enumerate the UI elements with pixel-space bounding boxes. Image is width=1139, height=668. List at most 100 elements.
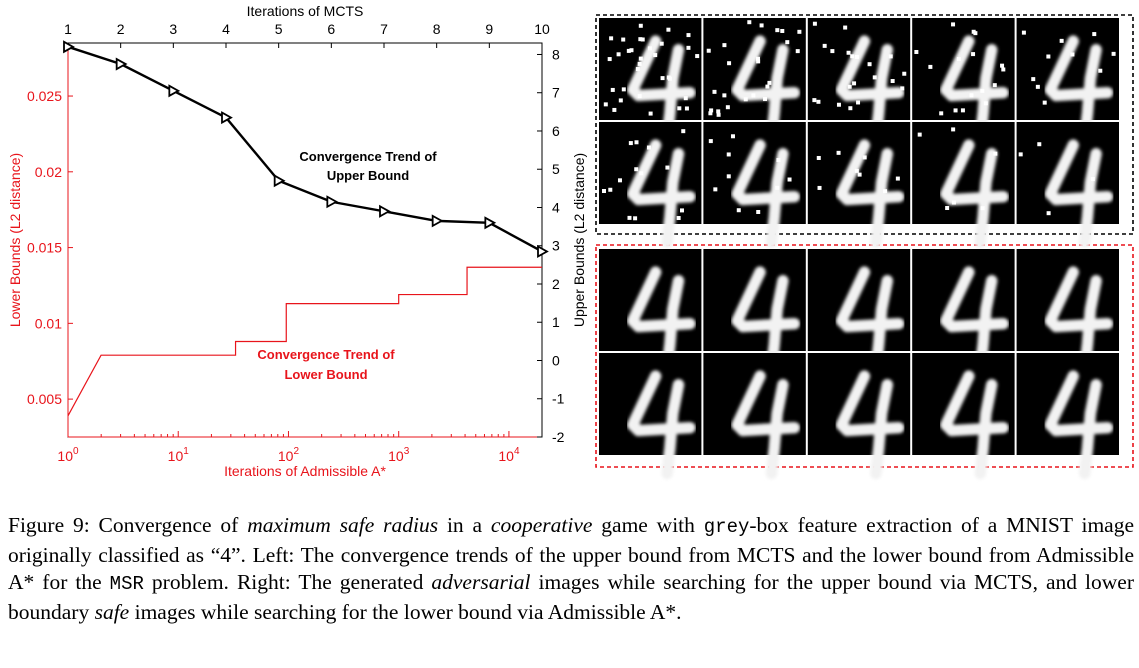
noise-pixel xyxy=(633,216,638,221)
noise-pixel xyxy=(960,108,965,113)
noise-pixel xyxy=(666,27,671,32)
right-tick-label: 6 xyxy=(552,123,560,139)
top-tick-label: 1 xyxy=(64,21,72,37)
noise-pixel xyxy=(627,215,632,220)
image-tile-background xyxy=(1016,122,1119,224)
caption-text-6: images while searching for the upper bou… xyxy=(8,570,1134,624)
noise-pixel xyxy=(902,71,907,76)
image-tile xyxy=(807,249,911,369)
image-tile xyxy=(807,353,911,473)
upper-bound-marker xyxy=(431,214,444,228)
noise-pixel xyxy=(736,208,741,213)
noise-pixel xyxy=(1070,52,1075,57)
image-tile xyxy=(703,353,806,473)
noise-pixel xyxy=(993,151,998,156)
noise-pixel xyxy=(608,187,613,192)
image-tile-background xyxy=(912,249,1015,351)
noise-pixel xyxy=(743,97,748,102)
image-tile-background xyxy=(807,249,911,351)
right-tick-label: 4 xyxy=(552,199,560,215)
noise-pixel xyxy=(638,37,643,42)
noise-pixel xyxy=(629,48,634,53)
noise-pixel xyxy=(756,209,761,214)
noise-pixel xyxy=(677,106,682,111)
image-tile-background xyxy=(599,18,702,120)
image-tile xyxy=(703,18,806,138)
noise-pixel xyxy=(951,127,956,132)
upper-bound-marker xyxy=(63,40,75,54)
noise-pixel xyxy=(647,46,652,51)
noise-pixel xyxy=(686,45,691,50)
noise-pixel xyxy=(716,112,721,117)
noise-pixel xyxy=(635,67,640,72)
caption-text-5: problem. Right: The generated xyxy=(143,570,432,594)
image-tile-background xyxy=(599,122,702,224)
noise-pixel xyxy=(722,93,727,98)
noise-pixel xyxy=(867,62,872,67)
image-tile-background xyxy=(703,353,806,455)
image-tile xyxy=(1016,18,1119,138)
noise-pixel xyxy=(971,52,976,57)
ticks-layer: 1 2 3 4 5 6 7 8 9 10876543210-1-20.0250.020.0150.… xyxy=(27,21,565,464)
noise-pixel xyxy=(854,54,859,59)
noise-pixel xyxy=(843,25,848,30)
noise-pixel xyxy=(681,129,686,134)
noise-pixel xyxy=(939,111,944,116)
lower-bound-line xyxy=(67,266,542,417)
noise-pixel xyxy=(638,23,643,28)
noise-pixel xyxy=(983,101,988,106)
noise-pixel xyxy=(848,106,853,111)
image-tile-background xyxy=(703,122,806,224)
noise-pixel xyxy=(847,84,852,89)
noise-pixel xyxy=(953,108,958,113)
left-tick-label: 0.005 xyxy=(27,391,62,407)
top-tick-label: 4 xyxy=(222,21,230,37)
left-tick-label: 0.015 xyxy=(27,240,62,256)
bottom-tick-label: 102 xyxy=(278,446,300,464)
caption-text-2: in a xyxy=(438,513,491,537)
noise-pixel xyxy=(639,171,644,176)
upper-bound-marker xyxy=(537,244,549,259)
noise-pixel xyxy=(628,141,633,146)
noise-pixel xyxy=(709,108,714,113)
upper-panel-frame xyxy=(595,14,1134,235)
right-tick-label: 5 xyxy=(552,161,560,177)
noise-pixel xyxy=(951,22,956,27)
noise-pixel xyxy=(1092,32,1097,37)
noise-pixel xyxy=(812,21,817,26)
image-tile xyxy=(599,249,702,369)
upper-bound-marker xyxy=(273,174,286,188)
bottom-axis-label: Iterations of Admissible A* xyxy=(224,463,386,479)
top-tick-label: 9 xyxy=(485,21,493,37)
noise-pixel xyxy=(638,56,643,61)
noise-pixel xyxy=(686,33,691,38)
image-tile-background xyxy=(912,18,1015,120)
noise-pixel xyxy=(973,31,978,36)
caption-italic-4: safe xyxy=(94,599,130,624)
noise-pixel xyxy=(816,99,821,104)
noise-pixel xyxy=(767,80,772,85)
upper-bound-annotation: Convergence Trend of Upper Bound xyxy=(299,149,437,183)
caption-italic-2: cooperative xyxy=(490,513,593,537)
image-tile xyxy=(1016,249,1119,369)
noise-pixel xyxy=(730,134,735,139)
noise-pixel xyxy=(708,111,713,116)
noise-pixel xyxy=(1111,51,1116,56)
image-tile-background xyxy=(599,353,702,455)
noise-pixel xyxy=(626,48,631,53)
top-tick-label: 10 xyxy=(534,21,550,37)
noise-pixel xyxy=(883,189,888,194)
noise-pixel xyxy=(1098,68,1103,73)
noise-pixel xyxy=(928,64,933,69)
top-tick-label: 2 xyxy=(117,21,125,37)
noise-pixel xyxy=(775,28,780,33)
noise-pixel xyxy=(621,37,626,42)
right-tick-label: 0 xyxy=(552,352,560,368)
noise-pixel xyxy=(1031,77,1036,82)
image-tile-background xyxy=(1016,249,1119,351)
image-tile-background xyxy=(703,18,806,120)
bottom-tick-label: 100 xyxy=(57,446,79,464)
image-tile-background xyxy=(1016,18,1119,120)
image-tile xyxy=(599,353,702,473)
noise-pixel xyxy=(725,105,730,110)
